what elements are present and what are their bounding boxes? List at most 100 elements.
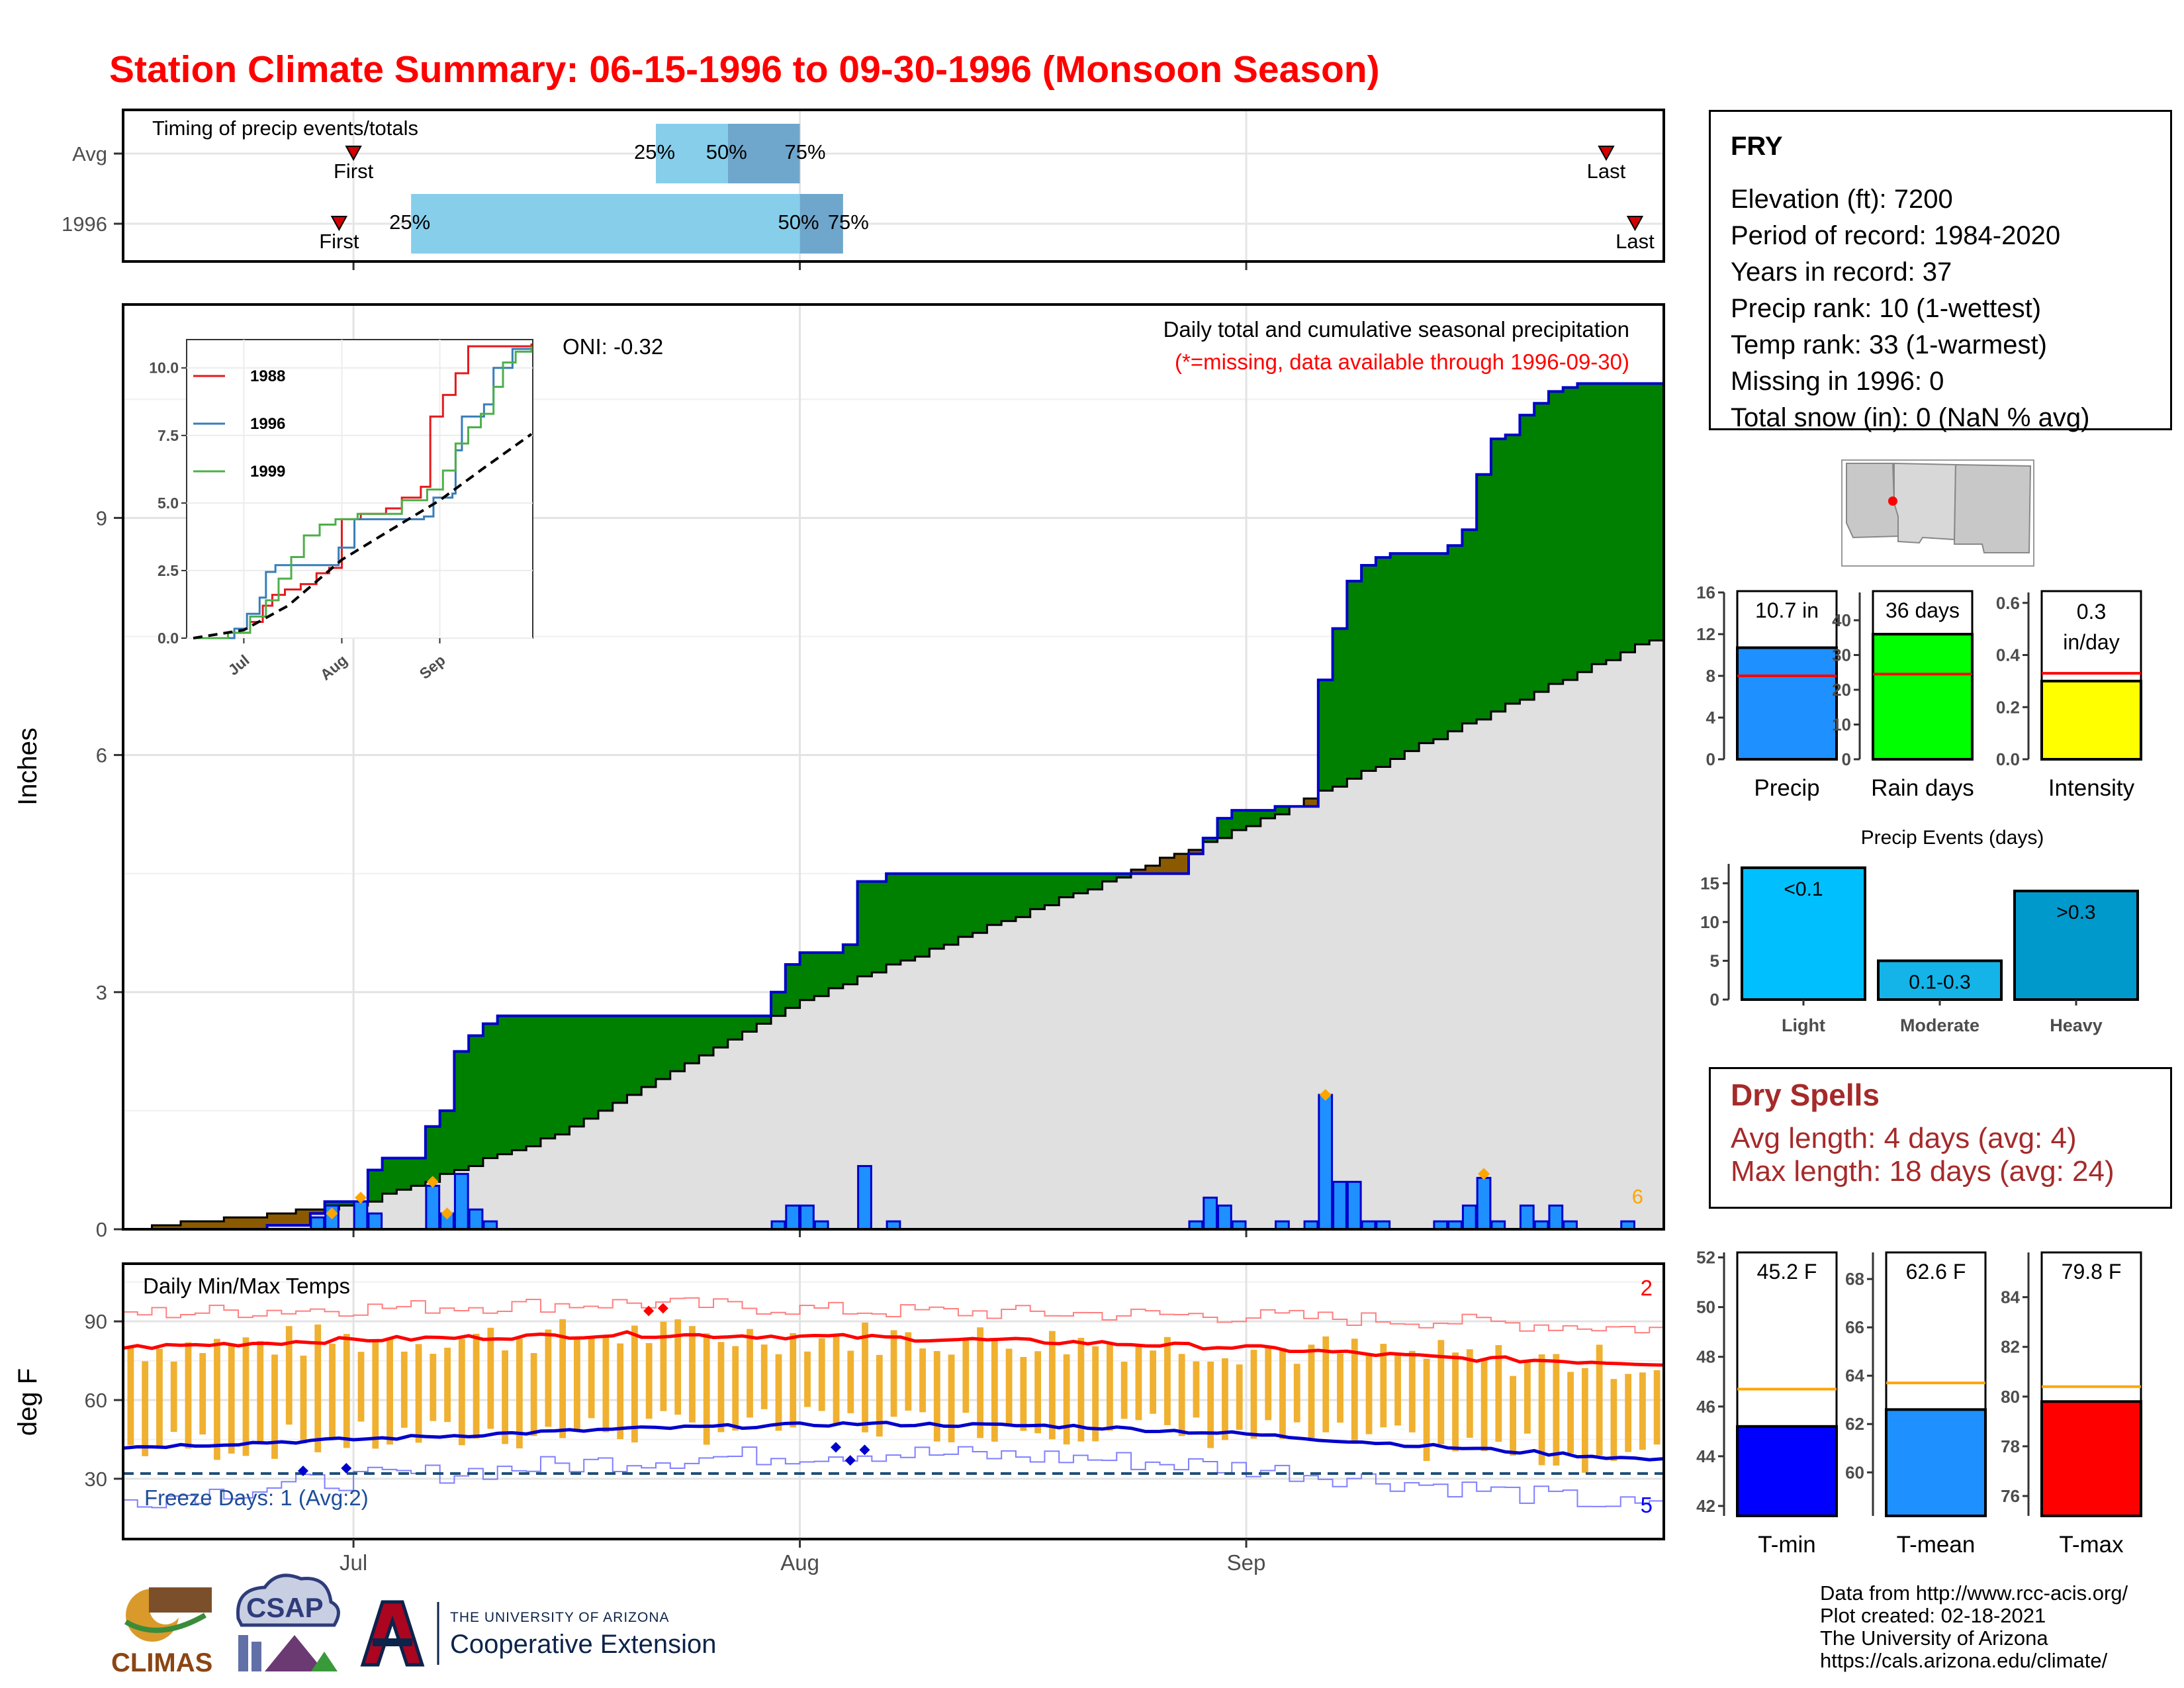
daily-temp-bar <box>775 1354 782 1431</box>
events-ytick-label: 15 <box>1700 873 1719 893</box>
surplus-area <box>396 1158 412 1190</box>
small-ytick-label: 10 <box>1832 715 1851 735</box>
surplus-area <box>555 1015 570 1135</box>
small-bar-label: 62.6 F <box>1906 1260 1966 1284</box>
inset-ytick-label: 10.0 <box>149 359 179 377</box>
small-bar <box>2040 1400 2142 1517</box>
inset-ytick-label: 0.0 <box>158 630 179 647</box>
timing-panel: Avg 25% 50% 75% First Last 1996 25% 50% 75% First L… <box>62 109 1665 270</box>
daily-temp-bar <box>1236 1364 1243 1430</box>
daily-temp-bar <box>372 1341 379 1449</box>
surplus-area <box>713 1015 729 1048</box>
first-marker-label: First <box>334 160 374 183</box>
small-ytick-label: 0.0 <box>1996 749 2020 769</box>
daily-precip-bar <box>353 1200 369 1231</box>
credit-line: The University of Arizona <box>1820 1626 2048 1650</box>
daily-temp-bar <box>804 1351 811 1407</box>
daily-temp-bar <box>1437 1340 1445 1444</box>
temp-y-label: deg F <box>13 1368 42 1436</box>
surplus-area <box>799 953 815 1000</box>
small-ytick-label: 46 <box>1696 1397 1715 1417</box>
small-ytick-label: 0.6 <box>1996 593 2020 613</box>
inset-series-line <box>193 346 533 639</box>
small-bar-label: 0.3 <box>2077 600 2106 624</box>
first-marker <box>345 146 362 162</box>
record-max-line <box>123 1297 1664 1334</box>
daily-temp-bar <box>1380 1344 1387 1428</box>
surplus-area <box>742 1015 757 1032</box>
daily-temp-bar <box>1480 1358 1488 1452</box>
daily-temp-bar <box>1610 1379 1617 1462</box>
deficit-area <box>224 1217 239 1229</box>
cold-day-marker <box>297 1465 308 1476</box>
surplus-area <box>339 1201 354 1206</box>
daily-precip-bar <box>453 1172 469 1231</box>
daily-temp-bar <box>660 1321 667 1411</box>
deficit-area <box>1304 798 1319 807</box>
daily-precip-bar <box>1461 1204 1477 1231</box>
inset-frame <box>186 339 533 639</box>
surplus-area <box>1375 557 1391 767</box>
station-temp-rank: Temp rank: 33 (1-warmest) <box>1731 330 2047 359</box>
timing-bar-upper <box>799 194 843 254</box>
daily-temp-bar <box>1653 1370 1661 1445</box>
inset-series-line <box>193 348 531 639</box>
surplus-area <box>482 1023 498 1158</box>
daily-temp-bar <box>1164 1336 1171 1425</box>
small-bar-name: T-min <box>1758 1532 1816 1558</box>
surplus-area <box>958 873 974 937</box>
events-bar <box>2013 890 2139 1001</box>
daily-temp-bar <box>919 1348 926 1413</box>
events-ytick-label: 5 <box>1710 951 1719 970</box>
small-ytick-label: 78 <box>2001 1436 2020 1456</box>
inset-legend-label: 1999 <box>250 463 285 481</box>
daily-precip-bar <box>857 1164 872 1231</box>
precip-subtitle: (*=missing, data available through 1996-… <box>1175 350 1629 374</box>
daily-temp-bar <box>1020 1356 1027 1431</box>
surplus-area <box>512 1015 527 1150</box>
daily-precip-bar <box>367 1212 383 1231</box>
deficit-area <box>1145 865 1161 874</box>
events-category-label: Heavy <box>2050 1015 2103 1035</box>
surplus-area <box>656 1015 671 1080</box>
daily-precip-bar <box>785 1204 801 1231</box>
small-ytick-label: 0 <box>1706 749 1715 769</box>
daily-temp-bar <box>1639 1372 1646 1450</box>
first-marker-label: First <box>319 230 359 253</box>
deficit-area <box>1130 869 1146 874</box>
daily-temp-bar <box>387 1337 393 1445</box>
surplus-area <box>1030 873 1046 910</box>
ua-bottom-text: Cooperative Extension <box>450 1630 716 1659</box>
deficit-area <box>195 1221 210 1229</box>
surplus-area <box>526 1015 541 1147</box>
surplus-area <box>497 1015 513 1154</box>
daily-temp-bar <box>862 1322 868 1432</box>
small-ytick-label: 52 <box>1696 1248 1715 1268</box>
daily-temp-bar <box>689 1326 696 1423</box>
small-ytick-label: 84 <box>2001 1288 2020 1307</box>
deficit-area <box>166 1225 181 1229</box>
daily-temp-bar <box>1423 1358 1430 1462</box>
hot-day-marker <box>657 1303 668 1314</box>
surplus-area <box>540 1015 556 1139</box>
daily-temp-bar <box>1279 1348 1286 1439</box>
events-title: Precip Events (days) <box>1861 827 2044 849</box>
surplus-area <box>829 953 844 988</box>
daily-temp-bar <box>314 1324 322 1452</box>
daily-precip-bar <box>1346 1180 1362 1231</box>
precip-title: Daily total and cumulative seasonal prec… <box>1163 317 1629 342</box>
surplus-area <box>1620 383 1636 653</box>
small-ytick-label: 16 <box>1696 583 1715 602</box>
ua-logo: THE UNIVERSITY OF ARIZONA Cooperative Ex… <box>360 1600 716 1667</box>
deficit-area <box>1174 853 1189 874</box>
precip-panel: 0 3 6 9 Daily total and cumulative seasonal… <box>13 303 1665 1241</box>
daily-temp-bar <box>1553 1354 1560 1466</box>
events-ytick-label: 10 <box>1700 912 1719 932</box>
timing-pct-label: 75% <box>828 211 869 234</box>
surplus-area <box>1116 873 1132 878</box>
daily-temp-bar <box>559 1319 567 1438</box>
deficit-area <box>252 1217 268 1229</box>
station-elevation: Elevation (ft): 7200 <box>1731 185 1953 214</box>
surplus-area <box>1102 873 1117 882</box>
